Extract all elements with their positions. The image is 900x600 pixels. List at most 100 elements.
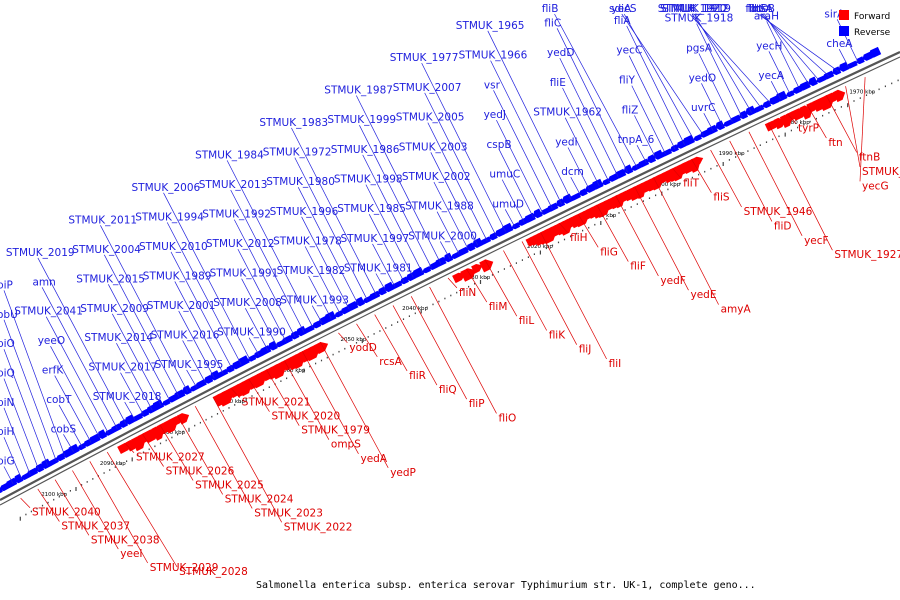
reverse-gene-arrow xyxy=(303,324,315,333)
track-dot xyxy=(485,277,488,279)
reverse-gene-arrow xyxy=(653,149,665,160)
forward-gene-label: yecF xyxy=(804,235,829,247)
forward-gene-arrow xyxy=(314,342,329,355)
kbp-tick-label: 2040 kbp xyxy=(402,306,428,312)
reverse-leader-line xyxy=(3,466,14,485)
track-dot xyxy=(648,197,651,199)
reverse-gene-label: STMUK_2018 xyxy=(93,391,162,403)
reverse-gene-label: STMUK_1977 xyxy=(390,52,459,64)
track-dot xyxy=(30,510,32,513)
reverse-gene-label: fliA xyxy=(614,15,632,27)
reverse-gene-arrow xyxy=(501,222,514,234)
track-dot xyxy=(840,106,842,108)
track-dot xyxy=(165,439,167,442)
track-dot xyxy=(673,185,675,188)
reverse-leader-line xyxy=(556,28,628,173)
reverse-leader-line xyxy=(626,25,685,145)
track-dot xyxy=(64,492,66,495)
reverse-leader-line xyxy=(621,13,704,136)
reverse-gene-label: STMUK_1920 xyxy=(658,3,727,15)
track-dot xyxy=(444,297,446,300)
reverse-gene-arrow xyxy=(808,76,818,87)
kbp-tick-label: 2050 kbp xyxy=(341,337,367,343)
forward-gene-label: amyA xyxy=(721,304,752,316)
track-dot xyxy=(205,418,207,421)
reverse-leader-line xyxy=(291,127,378,296)
forward-gene-label: fliH xyxy=(570,232,587,244)
reverse-gene-arrow xyxy=(268,340,278,351)
track-dot xyxy=(36,507,38,510)
reverse-leader-line xyxy=(163,192,251,361)
reverse-leader-line xyxy=(562,87,610,182)
track-dot xyxy=(182,430,184,433)
reverse-leader-line xyxy=(439,241,451,260)
forward-gene-label: fliD xyxy=(774,220,792,232)
reverse-leader-line xyxy=(564,117,600,187)
reverse-gene-label: STMUK_2005 xyxy=(396,112,465,124)
reverse-leader-line xyxy=(301,216,350,310)
reverse-gene-arrow xyxy=(623,164,634,175)
forward-gene-arrow xyxy=(832,89,846,103)
forward-gene-label: rcsA xyxy=(379,356,402,368)
forward-gene-label: fliJ xyxy=(579,344,592,356)
track-dot xyxy=(747,150,749,152)
forward-gene-label: fliS xyxy=(713,192,730,204)
track-dot xyxy=(479,280,482,284)
reverse-gene-arrow xyxy=(412,266,425,278)
reverse-leader-line xyxy=(100,225,189,393)
forward-leader-line xyxy=(230,387,241,398)
reverse-leader-line xyxy=(424,92,497,237)
reverse-gene-label: STMUK_1919 xyxy=(662,3,731,15)
forward-leader-line xyxy=(521,241,578,345)
track-dot xyxy=(53,498,55,501)
forward-gene-label: STMUK_2037 xyxy=(61,521,130,533)
forward-leader-line xyxy=(37,488,60,522)
track-dot xyxy=(326,356,328,359)
reverse-gene-label: yedD xyxy=(547,47,574,59)
track-dot xyxy=(109,469,111,471)
reverse-gene-label: STMUK_1997 xyxy=(341,233,410,245)
legend: Forward Reverse xyxy=(839,10,891,38)
reverse-gene-label: cheA xyxy=(826,38,853,50)
reverse-leader-line xyxy=(766,21,801,91)
reverse-gene-label: STMUK_2010 xyxy=(139,241,208,253)
track-dot xyxy=(624,209,626,211)
reverse-leader-line xyxy=(760,13,830,77)
reverse-gene-label: STMUK_2009 xyxy=(80,303,149,315)
forward-gene-label: fliP xyxy=(469,398,485,410)
track-dot xyxy=(355,342,358,344)
reverse-leader-line xyxy=(3,437,23,480)
reverse-gene-labels: cbiG cbiH cbiN cbiQ cbiO cobU cbiP cobS cobT erfK… xyxy=(0,3,859,485)
track-dot xyxy=(576,232,578,235)
reverse-leader-line xyxy=(355,95,442,264)
reverse-gene-arrow xyxy=(846,60,858,69)
track-dot xyxy=(462,288,464,291)
track-dot xyxy=(309,365,311,368)
forward-leader-line xyxy=(212,396,283,523)
forward-gene-label: fliT xyxy=(683,177,700,189)
track-dot xyxy=(828,112,830,114)
track-dot xyxy=(474,282,476,285)
forward-gene-label: fliL xyxy=(519,315,535,327)
reverse-leader-line xyxy=(297,187,359,306)
track-dot xyxy=(612,215,614,217)
track-dot xyxy=(228,407,230,409)
reverse-leader-line xyxy=(636,145,647,164)
track-dot xyxy=(245,398,247,403)
reverse-gene-arrow xyxy=(14,473,24,484)
forward-gene-arrow xyxy=(460,268,477,282)
forward-gene-label: yodD xyxy=(349,342,376,354)
track-dot xyxy=(778,135,780,138)
forward-leader-line xyxy=(653,177,719,305)
track-dot xyxy=(350,345,352,347)
track-dot xyxy=(426,306,428,309)
reverse-leader-line xyxy=(308,275,332,319)
reverse-leader-line xyxy=(770,81,781,100)
track-dot xyxy=(557,241,560,244)
reverse-leader-line xyxy=(554,13,638,168)
reverse-gene-arrow xyxy=(752,104,765,113)
track-dot xyxy=(618,212,620,214)
reverse-gene-label: STMUK_2007 xyxy=(393,82,462,94)
forward-leader-line xyxy=(447,277,458,289)
reverse-leader-line xyxy=(182,340,206,384)
